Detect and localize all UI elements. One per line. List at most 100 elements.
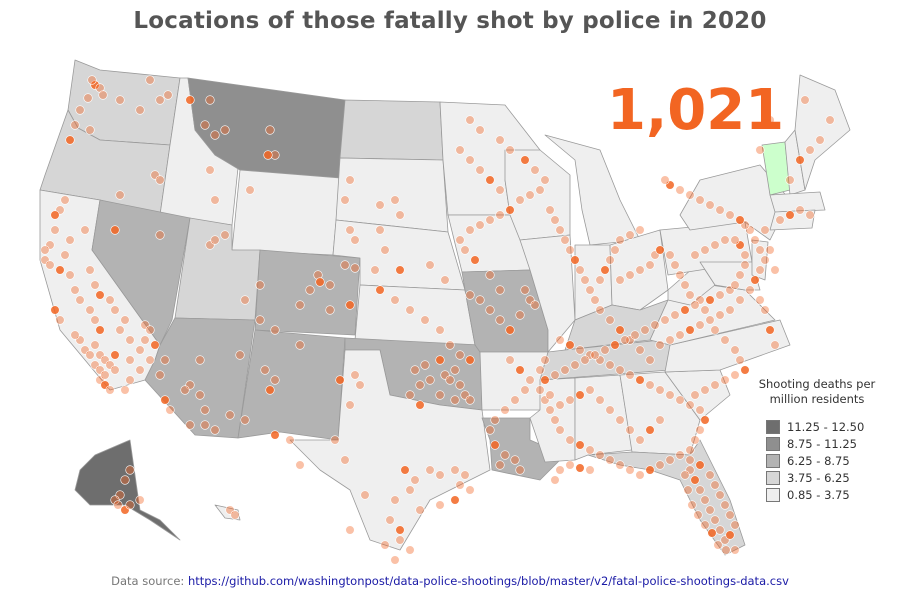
shooting-location-dot: [635, 375, 645, 385]
shooting-location-dot: [90, 340, 100, 350]
shooting-location-dot: [590, 295, 600, 305]
shooting-location-dot: [555, 465, 565, 475]
shooting-location-dot: [735, 215, 745, 225]
shooting-location-dot: [205, 95, 215, 105]
shooting-location-dot: [465, 355, 475, 365]
shooting-location-dot: [345, 400, 355, 410]
shooting-location-dot: [50, 210, 60, 220]
shooting-location-dot: [645, 380, 655, 390]
state-louisiana: [481, 417, 566, 481]
shooting-location-dot: [510, 395, 520, 405]
shooting-location-dot: [580, 275, 590, 285]
shooting-location-dot: [740, 365, 750, 375]
shooting-location-dot: [687, 500, 697, 510]
shooting-location-dot: [415, 380, 425, 390]
shooting-location-dot: [595, 395, 605, 405]
shooting-location-dot: [615, 460, 625, 470]
shooting-location-dot: [375, 285, 385, 295]
shooting-location-dot: [700, 495, 710, 505]
shooting-location-dot: [185, 380, 195, 390]
shooting-location-dot: [575, 265, 585, 275]
shooting-location-dot: [435, 355, 445, 365]
shooting-location-dot: [475, 125, 485, 135]
shooting-location-dot: [465, 155, 475, 165]
shooting-location-dot: [160, 395, 170, 405]
shooting-location-dot: [715, 290, 725, 300]
shooting-location-dot: [295, 300, 305, 310]
shooting-location-dot: [345, 225, 355, 235]
shooting-location-dot: [270, 375, 280, 385]
shooting-location-dot: [695, 460, 705, 470]
legend-item: 0.85 - 3.75: [752, 486, 882, 503]
shooting-location-dot: [785, 210, 795, 220]
shooting-location-dot: [95, 325, 105, 335]
shooting-location-dot: [95, 350, 105, 360]
shooting-location-dot: [395, 535, 405, 545]
shooting-location-dot: [115, 325, 125, 335]
shooting-location-dot: [675, 270, 685, 280]
shooting-location-dot: [505, 325, 515, 335]
shooting-location-dot: [655, 460, 665, 470]
shooting-location-dot: [685, 465, 695, 475]
shooting-location-dot: [615, 415, 625, 425]
shooting-location-dot: [515, 195, 525, 205]
legend-label: 8.75 - 11.25: [787, 436, 857, 451]
shooting-location-dot: [455, 350, 465, 360]
shooting-location-dot: [305, 285, 315, 295]
shooting-location-dot: [680, 305, 690, 315]
shooting-location-dot: [670, 310, 680, 320]
shooting-location-dot: [665, 390, 675, 400]
shooting-location-dot: [660, 315, 670, 325]
shooting-location-dot: [163, 90, 173, 100]
shooting-location-dot: [680, 470, 690, 480]
shooting-location-dot: [745, 225, 755, 235]
shooting-location-dot: [735, 270, 745, 280]
shooting-location-dot: [435, 325, 445, 335]
shooting-location-dot: [263, 150, 273, 160]
shooting-location-dot: [720, 235, 730, 245]
shooting-location-dot: [740, 260, 750, 270]
shooting-location-dot: [410, 475, 420, 485]
state-shapes: [39, 59, 851, 556]
shooting-location-dot: [770, 265, 780, 275]
shooting-location-dot: [600, 265, 610, 275]
data-source-link[interactable]: https://github.com/washingtonpost/data-p…: [187, 574, 789, 588]
shooting-location-dot: [440, 370, 450, 380]
shooting-location-dot: [390, 555, 400, 565]
shooting-location-dot: [425, 465, 435, 475]
shooting-location-dot: [350, 263, 360, 273]
shooting-location-dot: [485, 175, 495, 185]
shooting-location-dot: [725, 210, 735, 220]
shooting-location-dot: [765, 245, 775, 255]
shooting-location-dot: [560, 365, 570, 375]
shooting-location-dot: [615, 365, 625, 375]
shooting-location-dot: [185, 420, 195, 430]
shooting-location-dot: [715, 525, 725, 535]
state-north-dakota: [339, 99, 444, 161]
shooting-location-dot: [685, 190, 695, 200]
shooting-location-dot: [675, 330, 685, 340]
shooting-location-dot: [545, 405, 555, 415]
shooting-location-dot: [640, 325, 650, 335]
shooting-location-dot: [200, 420, 210, 430]
shooting-location-dot: [505, 145, 515, 155]
shooting-location-dot: [485, 270, 495, 280]
shooting-location-dot: [460, 470, 470, 480]
shooting-location-dot: [455, 235, 465, 245]
shooting-location-dot: [760, 305, 770, 315]
shooting-location-dot: [80, 345, 90, 355]
shooting-location-dot: [345, 525, 355, 535]
state-michigan: [544, 134, 641, 246]
shooting-location-dot: [695, 405, 705, 415]
shooting-location-dot: [125, 500, 135, 510]
shooting-location-dot: [605, 255, 615, 265]
shooting-location-dot: [735, 295, 745, 305]
shooting-location-dot: [125, 465, 135, 475]
shooting-location-dot: [685, 400, 695, 410]
shooting-location-dot: [380, 540, 390, 550]
legend-item: 6.25 - 8.75: [752, 452, 882, 469]
shooting-location-dot: [450, 365, 460, 375]
shooting-location-dot: [730, 545, 740, 555]
shooting-location-dot: [630, 330, 640, 340]
shooting-location-dot: [660, 175, 670, 185]
